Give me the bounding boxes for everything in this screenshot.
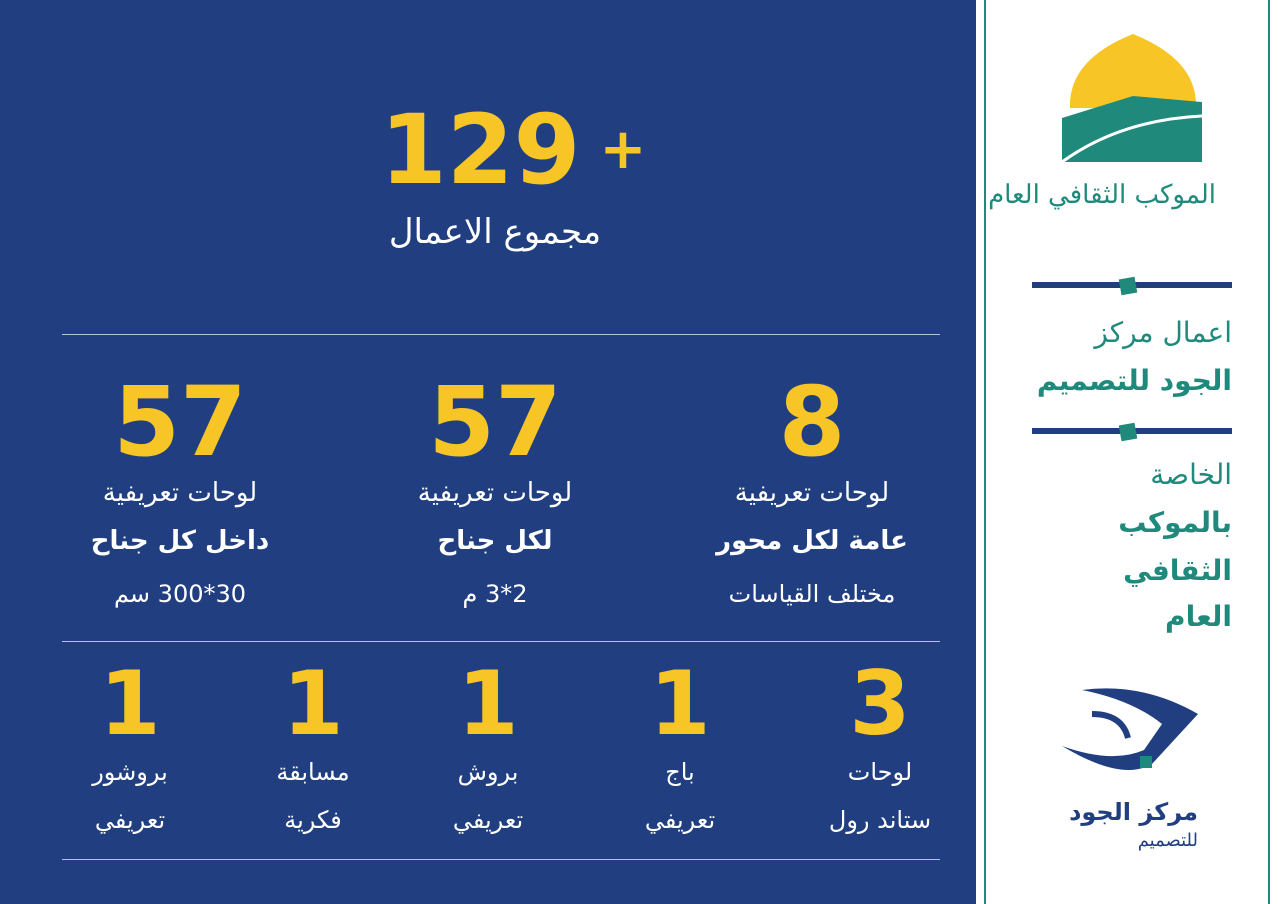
stat-line: 2*3 م — [462, 580, 528, 608]
sidebar: الموكب الثقافي العام اعمال مركز الجود لل… — [976, 0, 1280, 904]
title-line: الجود للتصميم — [1036, 364, 1232, 397]
stat-number: 57 — [113, 366, 247, 478]
divider — [62, 334, 940, 335]
stat-number: 57 — [428, 366, 562, 478]
stat-line: لكل جناح — [437, 526, 553, 556]
stat-number: 3 — [849, 652, 911, 755]
subtitle-line: الثقافي — [1123, 554, 1232, 587]
stat-line: تعريفي — [452, 806, 524, 834]
stat-line: ستاند رول — [828, 806, 932, 834]
square — [1118, 276, 1138, 296]
logo-text: الموكب الثقافي العام — [988, 180, 1216, 210]
brand-name: مركز الجود — [1069, 798, 1198, 826]
logo-dome — [1061, 34, 1203, 164]
stat-line: 30*300 سم — [113, 580, 247, 608]
stat-line: لوحات تعريفية — [417, 478, 573, 508]
subtitle-line: الخاصة — [1150, 458, 1232, 491]
stat-line: عامة لكل محور — [716, 526, 908, 556]
stat-line: تعريفي — [94, 806, 166, 834]
stat-line: لوحات تعريفية — [734, 478, 890, 508]
stat-line: لوحات تعريفية — [102, 478, 258, 508]
subtitle-line: العام — [1165, 600, 1232, 633]
stat-number: 1 — [649, 652, 711, 755]
square — [1118, 422, 1138, 442]
stat-line: داخل كل جناح — [90, 526, 270, 556]
stat-line: مسابقة — [276, 758, 350, 786]
divider — [62, 641, 940, 642]
stat-number: 8 — [778, 366, 846, 478]
stat-number: 1 — [457, 652, 519, 755]
title-line: اعمال مركز — [1094, 316, 1232, 349]
stat-line: مختلف القياسات — [728, 580, 896, 608]
stat-number: 1 — [282, 652, 344, 755]
total-number: 129 — [380, 94, 581, 206]
total-sign: + — [599, 117, 647, 182]
stat-line: تعريفي — [644, 806, 716, 834]
stat-line: لوحات — [847, 758, 913, 786]
border — [984, 0, 986, 904]
brand-sub: للتصميم — [1137, 830, 1198, 851]
stat-line: باج — [665, 758, 695, 786]
brand-logo — [1062, 688, 1198, 770]
stat-line: بروشور — [92, 758, 168, 786]
total-label: مجموع الاعمال — [388, 212, 602, 252]
subtitle-line: بالموكب — [1118, 506, 1232, 539]
divider — [62, 859, 940, 860]
stat-number: 1 — [99, 652, 161, 755]
stat-line: فكرية — [284, 806, 342, 834]
stat-line: بروش — [457, 758, 519, 786]
stats-panel: 129 + مجموع الاعمال 8 لوحات تعريفية عامة ل… — [0, 0, 976, 904]
border — [1268, 0, 1270, 904]
